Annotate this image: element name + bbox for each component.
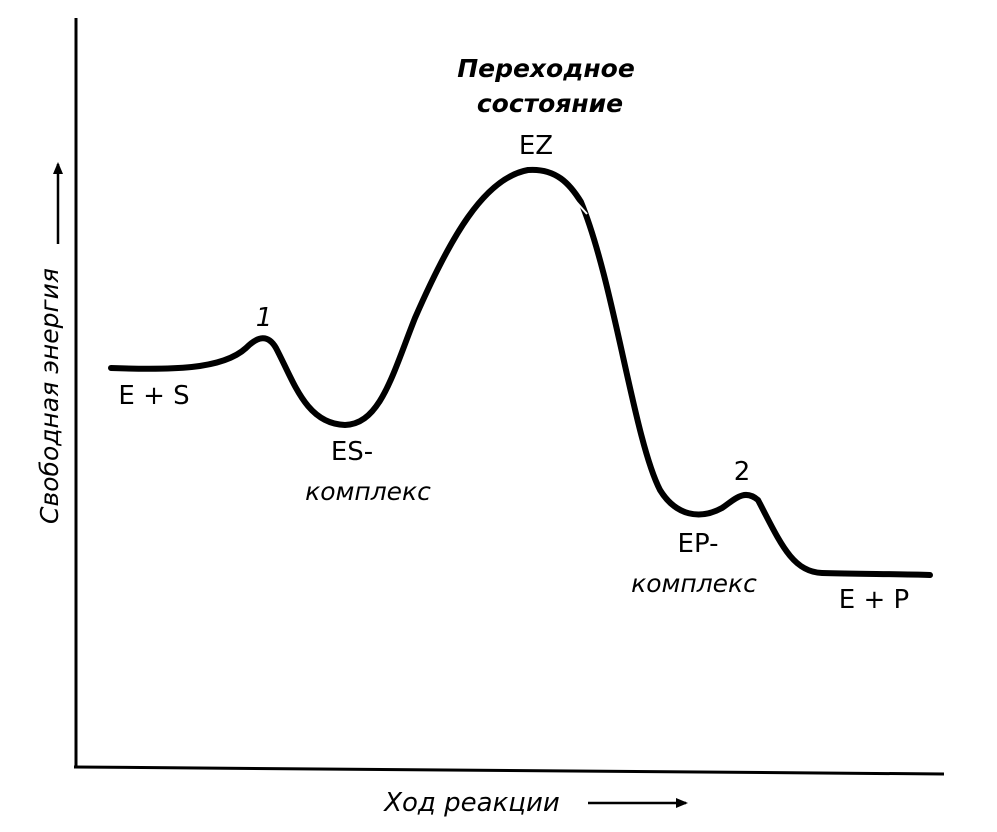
transition-state-symbol: EZ bbox=[519, 131, 553, 161]
barrier-1-label: 1 bbox=[256, 303, 273, 333]
es-complex-label-line2: комплекс bbox=[305, 477, 431, 506]
es-complex-label-line1: ES- bbox=[331, 437, 373, 467]
x-axis-line bbox=[73, 765, 945, 776]
transition-state-title-line2: состояние bbox=[477, 89, 623, 118]
x-axis-label: Ход реакции bbox=[382, 788, 560, 818]
barrier-2-label: 2 bbox=[734, 457, 751, 487]
y-axis-label: Свободная энергия bbox=[35, 268, 64, 524]
transition-state-title-line1: Переходное bbox=[457, 54, 635, 83]
ep-complex-label-line2: комплекс bbox=[631, 569, 757, 598]
curve-gap-tick bbox=[570, 195, 588, 215]
energy-curve bbox=[108, 166, 933, 578]
ep-complex-label-line1: EP- bbox=[678, 529, 719, 559]
reactants-label: E + S bbox=[118, 381, 189, 411]
products-label: E + P bbox=[839, 585, 909, 615]
